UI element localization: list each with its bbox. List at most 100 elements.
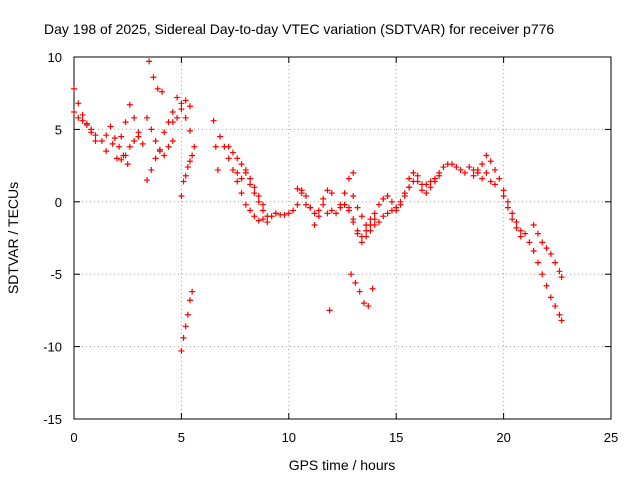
data-point — [247, 207, 254, 214]
data-point — [348, 271, 355, 278]
series-seg-r — [311, 187, 335, 228]
series-seg-j — [178, 152, 196, 200]
data-point — [126, 143, 133, 150]
data-point — [354, 227, 361, 234]
data-point — [260, 207, 267, 214]
series-seg-m — [217, 133, 279, 226]
series-seg-o — [234, 169, 271, 220]
data-point — [242, 201, 249, 208]
x-tick-label: 25 — [604, 430, 618, 445]
data-point — [363, 227, 370, 234]
data-point — [150, 74, 157, 81]
data-point — [431, 178, 438, 185]
data-point — [131, 137, 138, 144]
series-seg-b — [71, 109, 99, 139]
data-point — [337, 204, 344, 211]
x-axis-label: GPS time / hours — [289, 457, 396, 473]
data-point — [358, 239, 365, 246]
y-tick-label: 5 — [55, 122, 62, 137]
data-point — [496, 175, 503, 182]
data-point — [180, 178, 187, 185]
x-tick-label: 0 — [70, 430, 77, 445]
data-point — [504, 198, 511, 205]
data-point — [513, 219, 520, 226]
data-point — [552, 259, 559, 266]
data-point — [324, 210, 331, 217]
y-tick-label: 10 — [48, 50, 62, 65]
data-point — [156, 148, 163, 155]
data-point — [492, 166, 499, 173]
data-point — [79, 111, 86, 118]
data-point — [517, 233, 524, 240]
data-point — [487, 158, 494, 165]
data-point — [302, 193, 309, 200]
data-point — [470, 172, 477, 179]
data-point — [165, 143, 172, 150]
data-point — [556, 268, 563, 275]
chart-title: Day 198 of 2025, Sidereal Day-to-day VTE… — [44, 21, 554, 37]
data-point — [124, 161, 131, 168]
data-point — [255, 198, 262, 205]
data-point — [552, 303, 559, 310]
data-point — [71, 109, 77, 116]
data-point — [479, 161, 486, 168]
data-point — [131, 114, 138, 121]
data-point — [260, 201, 267, 208]
data-point — [88, 126, 95, 133]
data-point — [371, 210, 378, 217]
data-point — [182, 97, 189, 104]
data-point — [260, 216, 267, 223]
data-point — [345, 175, 352, 182]
data-point — [174, 114, 181, 121]
data-point — [148, 126, 155, 133]
data-point — [302, 201, 309, 208]
data-point — [189, 152, 196, 159]
data-point — [189, 288, 196, 295]
data-point — [487, 178, 494, 185]
data-point — [315, 213, 322, 220]
data-point — [376, 219, 383, 226]
data-point — [526, 239, 533, 246]
x-tick-label: 20 — [496, 430, 510, 445]
data-point — [558, 274, 565, 281]
data-point — [178, 193, 185, 200]
y-tick-label: -15 — [43, 412, 62, 427]
data-point — [144, 177, 151, 184]
data-point — [285, 210, 292, 217]
data-point — [116, 143, 123, 150]
series-seg-v — [326, 307, 333, 314]
data-point — [483, 152, 490, 159]
data-point — [539, 239, 546, 246]
series-seg-dd — [530, 221, 565, 281]
data-point — [410, 169, 417, 176]
data-point — [152, 137, 159, 144]
data-point — [281, 211, 288, 218]
data-point — [358, 233, 365, 240]
data-point — [98, 137, 105, 144]
data-point — [255, 217, 262, 224]
data-point — [238, 190, 245, 197]
data-point — [504, 204, 511, 211]
data-point — [401, 193, 408, 200]
data-point — [238, 175, 245, 182]
series-seg-bb — [500, 193, 524, 240]
data-point — [217, 133, 224, 140]
data-point — [328, 190, 335, 197]
data-point — [547, 250, 554, 257]
data-point — [298, 187, 305, 194]
data-point — [169, 109, 176, 116]
data-point — [247, 175, 254, 182]
data-point — [294, 185, 301, 192]
data-point — [360, 300, 367, 307]
data-point — [186, 158, 193, 165]
data-point — [380, 195, 387, 202]
data-point — [113, 155, 120, 162]
data-point — [264, 219, 271, 226]
data-point — [182, 114, 189, 121]
data-point — [161, 152, 168, 159]
data-point — [380, 213, 387, 220]
data-point — [352, 279, 359, 286]
data-point — [393, 207, 400, 214]
data-point — [122, 152, 129, 159]
data-points — [71, 58, 565, 354]
